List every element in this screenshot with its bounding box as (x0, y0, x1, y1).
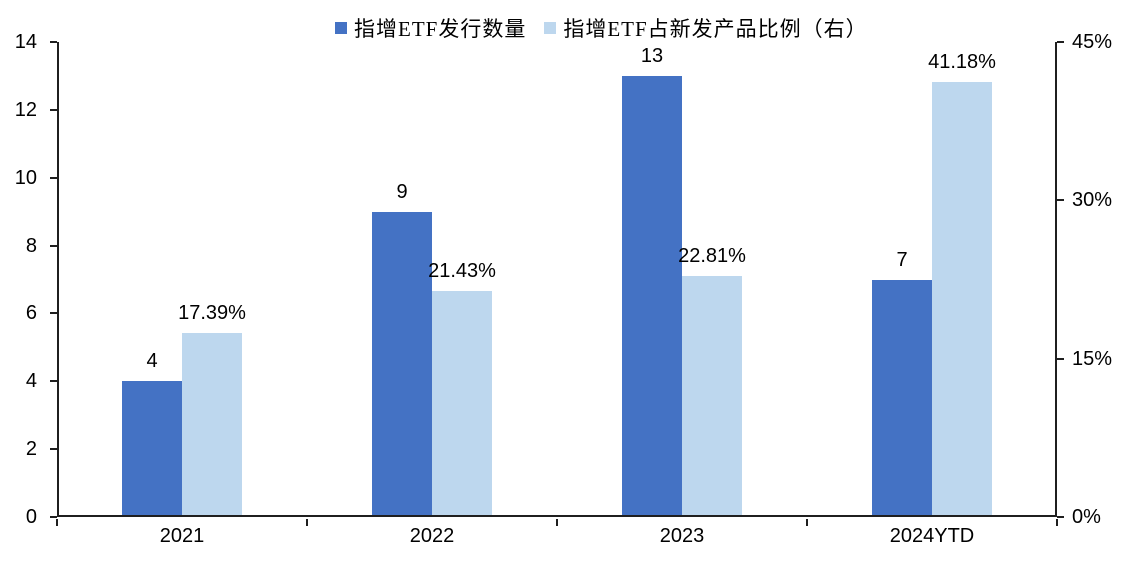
y-axis-left-line (57, 42, 59, 517)
y-tick-label-left: 0 (25, 506, 37, 528)
y-tick-left (50, 41, 57, 43)
bar-groups: 4 17.39% 9 21.43% 13 22.81% 7 41.18% (57, 42, 1057, 517)
bar-ratio-2024YTD: 41.18% (928, 52, 996, 517)
x-tick-mark (1056, 519, 1058, 526)
legend-item-etf-count: 指增ETF发行数量 (335, 13, 526, 43)
x-axis-labels: 2021 2022 2023 2024YTD (57, 525, 1057, 547)
y-tick-left (50, 108, 57, 111)
bar-value-label: 4 (146, 350, 158, 373)
legend-swatch-count-icon (335, 22, 347, 34)
bar-value-label: 13 (640, 44, 664, 67)
y-tick-label-right: 15% (1072, 347, 1113, 370)
y-axis-right-line (1055, 42, 1057, 517)
x-tick-mark (806, 519, 808, 526)
bar-value-label: 41.18% (928, 51, 996, 74)
y-tick-label-right: 30% (1072, 189, 1113, 212)
bar-group-2022: 9 21.43% (307, 42, 557, 517)
bar-value-label: 7 (896, 248, 908, 271)
bar-ratio-2022: 21.43% (428, 261, 496, 517)
y-tick-label-left: 4 (25, 370, 37, 393)
y-tick-label-left: 12 (14, 98, 37, 121)
bar-value-label: 17.39% (178, 302, 246, 325)
y-tick-right (1057, 199, 1064, 202)
y-tick-label-left: 2 (25, 438, 37, 461)
x-category-label-2021: 2021 (159, 525, 205, 547)
x-category-label-2022: 2022 (409, 525, 455, 547)
legend-label-count: 指增ETF发行数量 (354, 17, 527, 41)
legend-label-ratio: 指增ETF占新发产品比例（右） (563, 17, 868, 41)
y-tick-label-right: 45% (1072, 31, 1113, 53)
y-tick-label-left: 8 (25, 234, 37, 257)
x-category-label-2024YTD: 2024YTD (889, 525, 975, 547)
y-tick-label-left: 6 (25, 302, 37, 325)
y-tick-label-right: 0% (1072, 506, 1101, 528)
y-tick-left (50, 244, 57, 247)
bar-ratio-2023: 22.81% (678, 246, 746, 517)
bar-value-label: 22.81% (678, 245, 746, 268)
y-tick-left (50, 380, 57, 383)
bar-group-2021: 4 17.39% (57, 42, 307, 517)
x-axis-line (57, 515, 1057, 517)
bar-group-2024YTD: 7 41.18% (807, 42, 1057, 517)
y-tick-left (50, 176, 57, 179)
y-tick-right (1057, 516, 1064, 518)
x-tick-mark (306, 519, 308, 526)
x-tick-mark (56, 519, 58, 526)
bar-ratio-2021: 17.39% (178, 303, 246, 517)
bar-count-2024YTD: 7 (872, 250, 932, 517)
legend-swatch-ratio-icon (544, 22, 557, 34)
bar-value-label: 21.43% (428, 259, 496, 282)
y-tick-label-left: 14 (14, 31, 37, 53)
y-tick-right (1057, 357, 1064, 360)
bar-count-2021: 4 (122, 351, 182, 517)
y-tick-right (1057, 41, 1064, 43)
x-category-label-2023: 2023 (659, 525, 705, 547)
bar-value-label: 9 (396, 180, 408, 203)
bar-group-2023: 13 22.81% (557, 42, 807, 517)
x-tick-mark (556, 519, 558, 526)
y-tick-left (50, 516, 57, 518)
bar-count-2023: 13 (622, 46, 682, 517)
plot-area: 4 17.39% 9 21.43% 13 22.81% 7 41.18% 2021 2022 20… (15, 32, 1112, 547)
legend-item-etf-ratio: 指增ETF占新发产品比例（右） (544, 13, 867, 43)
legend: 指增ETF发行数量 指增ETF占新发产品比例（右） (335, 13, 868, 43)
y-tick-left (50, 312, 57, 315)
y-tick-left (50, 448, 57, 451)
bar-count-2022: 9 (372, 182, 432, 517)
y-tick-label-left: 10 (14, 166, 37, 189)
